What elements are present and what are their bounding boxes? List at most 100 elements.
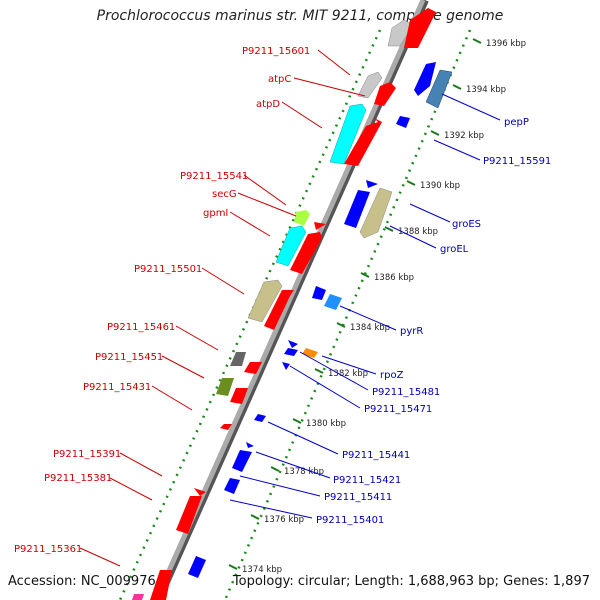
callout-line xyxy=(79,547,121,567)
callout-line xyxy=(299,351,369,391)
gene-block[interactable] xyxy=(302,348,318,358)
tick-label: 1390 kbp xyxy=(420,181,460,191)
tick-mark xyxy=(472,38,482,44)
gene-label-p9211_15601[interactable]: P9211_15601 xyxy=(242,46,310,57)
tick-label: 1376 kbp xyxy=(264,515,304,525)
gene-label-groel[interactable]: groEL xyxy=(440,244,469,255)
gene-block[interactable] xyxy=(329,103,367,165)
gene-block[interactable] xyxy=(366,180,378,188)
gene-block[interactable] xyxy=(194,488,206,496)
gene-block[interactable] xyxy=(246,442,254,448)
gene-label-p9211_15401[interactable]: P9211_15401 xyxy=(316,515,384,526)
gene-block[interactable] xyxy=(244,362,262,374)
gene-label-p9211_15411[interactable]: P9211_15411 xyxy=(324,492,392,503)
gene-block[interactable] xyxy=(220,424,232,430)
gene-block[interactable] xyxy=(288,340,298,348)
tick-mark xyxy=(384,226,394,232)
gene-block[interactable] xyxy=(176,496,202,534)
gene-label-p9211_15541[interactable]: P9211_15541 xyxy=(180,171,248,182)
gene-label-p9211_15481[interactable]: P9211_15481 xyxy=(372,387,440,398)
tick-mark xyxy=(430,130,440,136)
gene-label-pyrr[interactable]: pyrR xyxy=(400,326,423,337)
gene-block[interactable] xyxy=(230,352,246,366)
tick-mark xyxy=(250,514,260,520)
gene-block[interactable] xyxy=(374,82,396,106)
forward-gene-labels: P9211_15601 atpC atpD P9211_15541 secG gpmI P9… xyxy=(14,46,366,567)
gene-label-rpoz[interactable]: rpoZ xyxy=(380,370,404,381)
gene-block[interactable] xyxy=(324,294,342,310)
tick-label: 1392 kbp xyxy=(444,131,484,141)
gene-label-p9211_15501[interactable]: P9211_15501 xyxy=(134,264,202,275)
gene-block[interactable] xyxy=(404,8,436,48)
gene-label-p9211_15451[interactable]: P9211_15451 xyxy=(95,352,163,363)
gene-block[interactable] xyxy=(294,210,310,226)
gene-block[interactable] xyxy=(264,290,294,330)
gene-label-groes[interactable]: groES xyxy=(452,219,481,230)
gene-block[interactable] xyxy=(344,118,382,166)
callout-line xyxy=(281,101,323,129)
map-title: Prochlorococcus marinus str. MIT 9211, c… xyxy=(96,8,504,24)
gene-block[interactable] xyxy=(314,222,326,230)
gene-block[interactable] xyxy=(254,414,266,422)
tick-label: 1382 kbp xyxy=(328,369,368,379)
gene-label-p9211_15421[interactable]: P9211_15421 xyxy=(333,475,401,486)
gene-label-p9211_15471[interactable]: P9211_15471 xyxy=(364,404,432,415)
gene-block[interactable] xyxy=(282,362,290,370)
callout-line xyxy=(267,421,339,455)
gene-label-atpd[interactable]: atpD xyxy=(256,99,280,110)
callout-line xyxy=(239,475,321,497)
tick-mark xyxy=(452,84,462,90)
gene-label-p9211_15431[interactable]: P9211_15431 xyxy=(83,382,151,393)
gene-block[interactable] xyxy=(344,190,370,228)
gene-block[interactable] xyxy=(132,594,144,600)
callout-line xyxy=(317,49,351,76)
gene-label-atpc[interactable]: atpC xyxy=(268,74,291,85)
gene-block[interactable] xyxy=(396,116,410,128)
tick-mark xyxy=(292,418,302,424)
gene-block[interactable] xyxy=(216,378,234,396)
gene-block[interactable] xyxy=(357,71,383,99)
tick-label: 1386 kbp xyxy=(374,273,414,283)
reverse-gene-labels: pepP P9211_15591 groES groEL pyrR rpoZ P9211_1… xyxy=(229,93,551,526)
tick-label: 1374 kbp xyxy=(242,565,282,575)
tick-mark xyxy=(314,368,324,374)
gene-block[interactable] xyxy=(312,286,326,300)
tick-mark xyxy=(270,466,280,472)
gene-block[interactable] xyxy=(387,19,414,47)
gene-block[interactable] xyxy=(232,450,252,472)
tick-label: 1388 kbp xyxy=(398,227,438,237)
gene-block[interactable] xyxy=(284,348,298,356)
callout-line xyxy=(255,451,331,479)
callout-line xyxy=(409,203,451,223)
gene-block[interactable] xyxy=(247,279,283,323)
callout-line xyxy=(151,385,193,411)
tick-mark xyxy=(228,564,238,570)
gene-label-p9211_15461[interactable]: P9211_15461 xyxy=(107,322,175,333)
coordinate-ticks: 1396 kbp 1394 kbp 1392 kbp 1390 kbp 1388 kbp… xyxy=(228,38,526,575)
gene-block[interactable] xyxy=(188,556,206,578)
gene-label-p9211_15361[interactable]: P9211_15361 xyxy=(14,544,82,555)
gene-block[interactable] xyxy=(230,388,248,404)
tick-label: 1394 kbp xyxy=(466,85,506,95)
gene-label-p9211_15391[interactable]: P9211_15391 xyxy=(53,449,121,460)
gene-label-secg[interactable]: secG xyxy=(212,189,237,200)
tick-mark xyxy=(336,322,346,328)
gene-block[interactable] xyxy=(359,187,393,239)
gene-block[interactable] xyxy=(290,232,322,274)
callout-line xyxy=(289,365,361,409)
gene-block[interactable] xyxy=(150,570,172,600)
gene-block[interactable] xyxy=(275,225,307,267)
gene-label-p9211_15441[interactable]: P9211_15441 xyxy=(342,450,410,461)
accession-label: Accession: NC_009976 xyxy=(8,574,156,589)
gene-label-gpmi[interactable]: gpmI xyxy=(203,208,228,219)
gene-label-pepp[interactable]: pepP xyxy=(504,117,529,128)
gene-block[interactable] xyxy=(414,62,436,96)
gene-label-p9211_15381[interactable]: P9211_15381 xyxy=(44,473,112,484)
genome-summary: Topology: circular; Length: 1,688,963 bp… xyxy=(232,574,590,589)
gene-block[interactable] xyxy=(425,69,453,109)
gene-block[interactable] xyxy=(224,478,240,494)
gene-label-p9211_15591[interactable]: P9211_15591 xyxy=(483,156,551,167)
callout-line xyxy=(229,211,271,237)
tick-mark xyxy=(406,180,416,186)
